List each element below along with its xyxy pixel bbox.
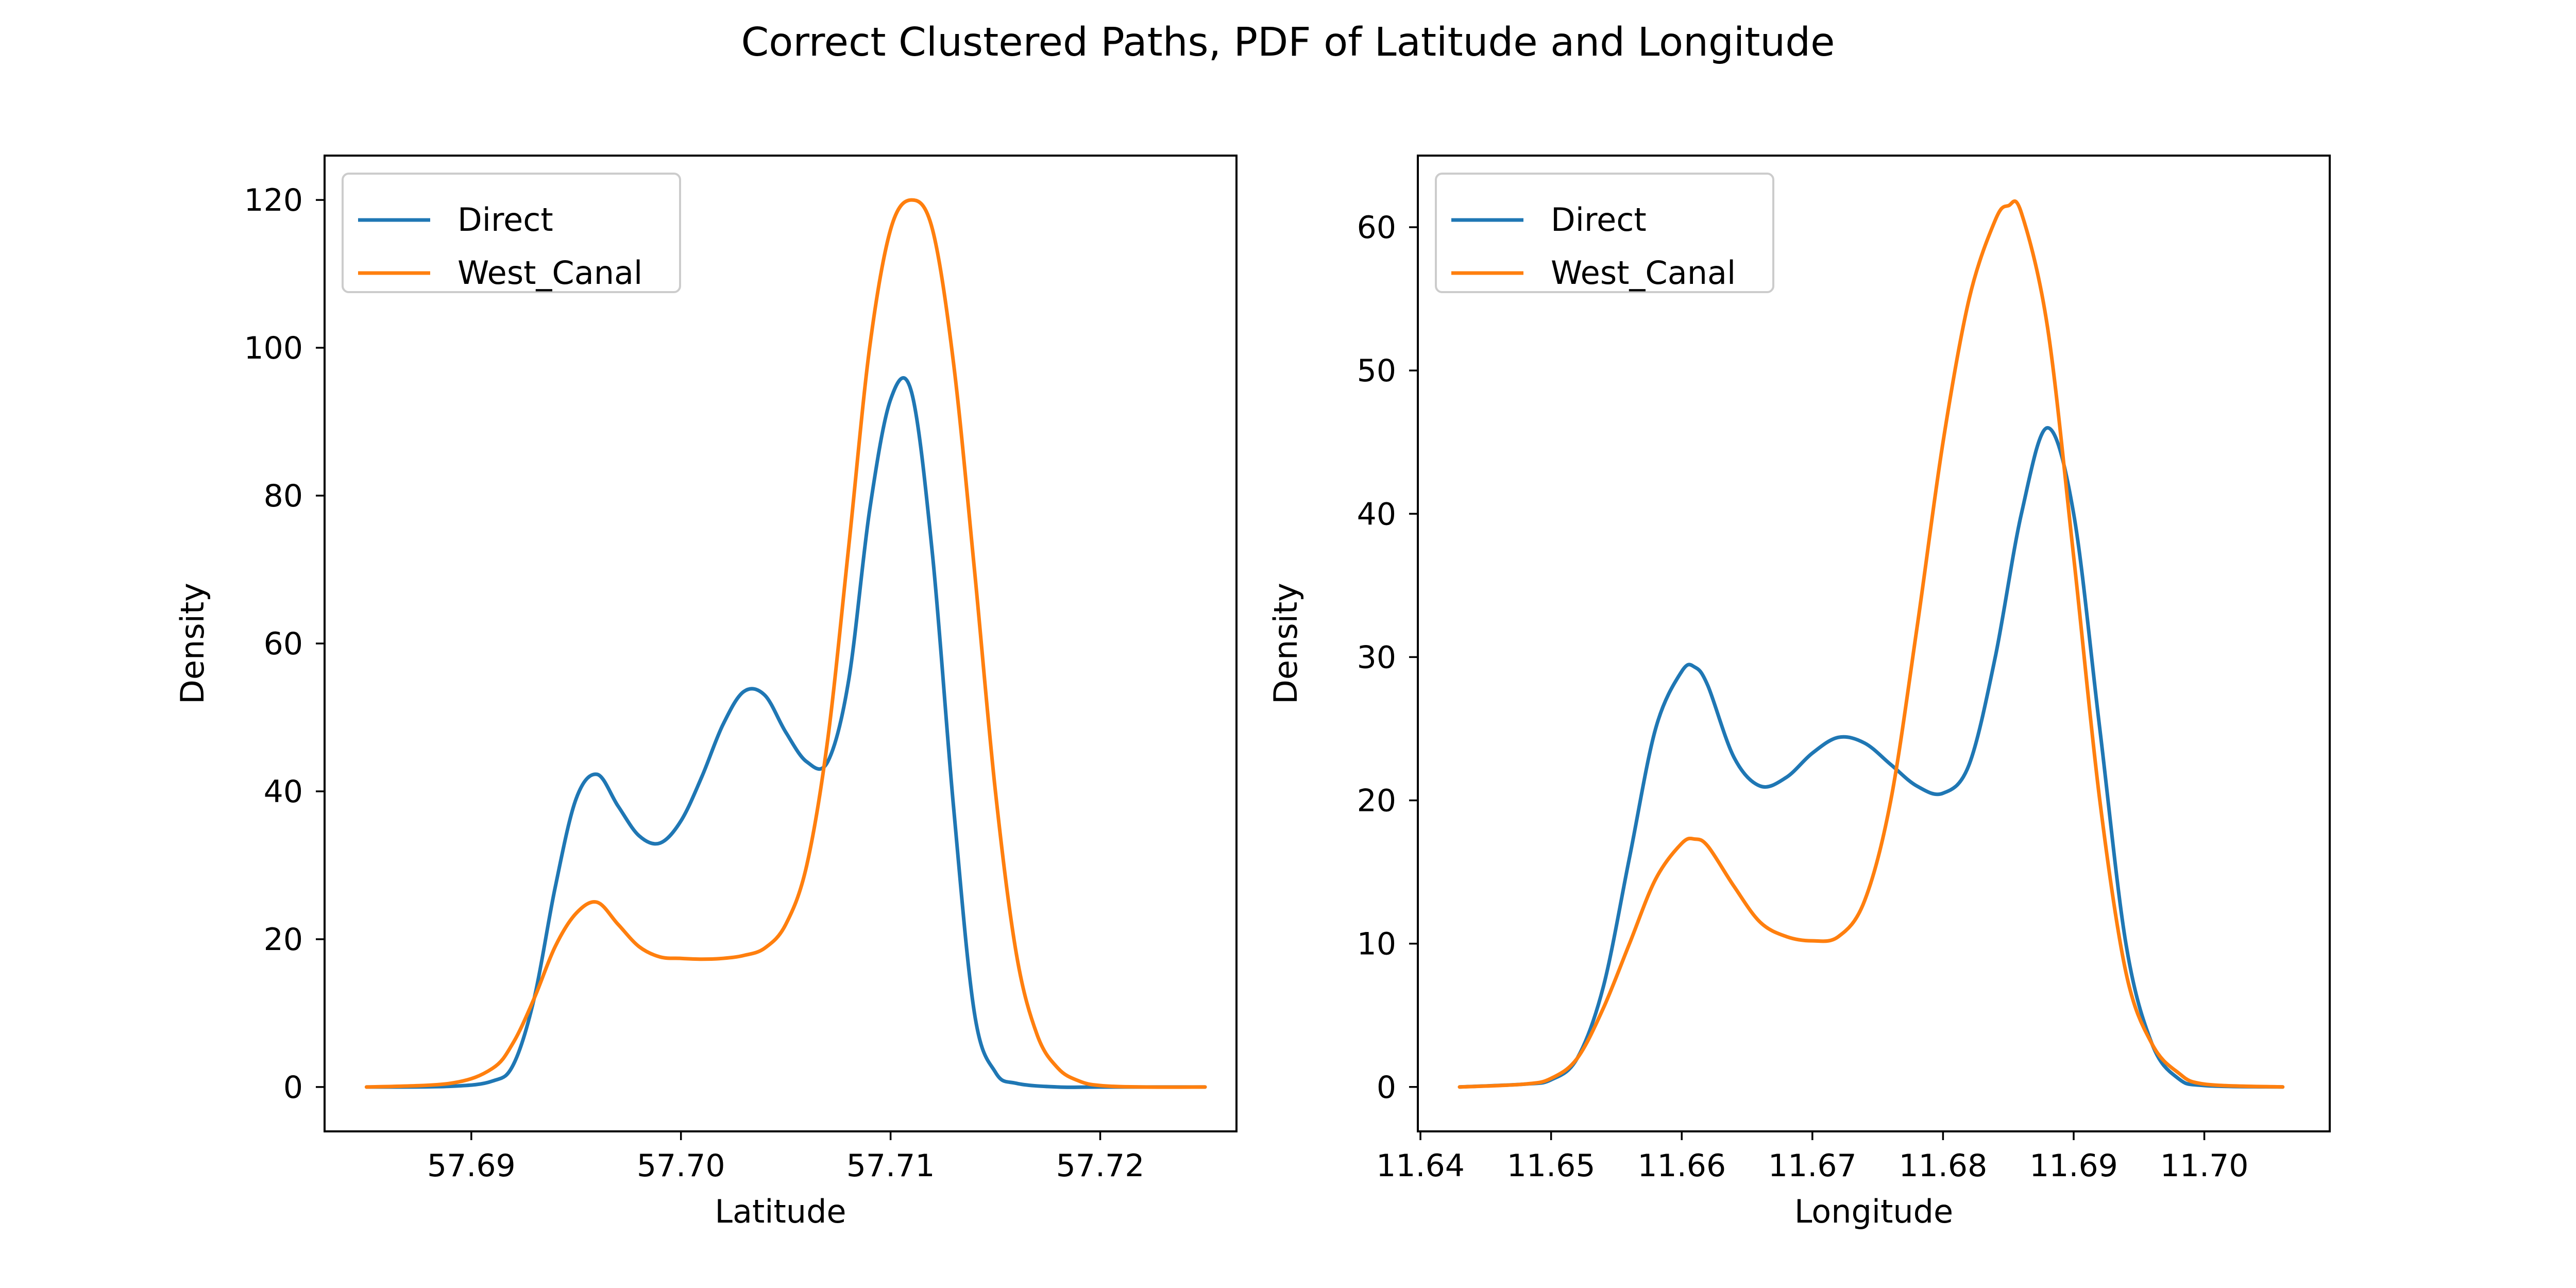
x-tick-label: 57.69	[427, 1148, 516, 1184]
legend-box	[342, 173, 681, 293]
x-tick-label: 11.66	[1637, 1148, 1726, 1184]
legend-label: Direct	[1551, 201, 1647, 239]
x-tick-label: 57.70	[637, 1148, 725, 1184]
y-tick-label: 50	[1357, 353, 1396, 389]
x-tick-label: 11.65	[1507, 1148, 1596, 1184]
y-axis-label: Density	[1267, 583, 1304, 704]
legend-label: West_Canal	[1551, 254, 1736, 292]
x-tick-label: 57.71	[846, 1148, 935, 1184]
series-lines	[1458, 199, 2285, 1089]
series-lines	[364, 198, 1207, 1089]
axes-frame	[324, 155, 1238, 1132]
figure-title: Correct Clustered Paths, PDF of Latitude…	[741, 20, 1835, 65]
y-tick-label: 0	[283, 1070, 303, 1106]
y-tick-label: 10	[1357, 926, 1396, 962]
legend: Direct West_Canal	[1435, 173, 1774, 293]
longitude-plot: 11.64 11.65 11.66 11.67 11.68 11.69 11.70 0 10 20…	[1267, 155, 2331, 1230]
y-tick-label: 60	[264, 626, 303, 662]
x-axis-label: Longitude	[1794, 1193, 1953, 1230]
x-axis-label: Latitude	[715, 1193, 846, 1230]
legend-box	[1435, 173, 1774, 293]
legend-label: Direct	[457, 201, 553, 239]
y-tick-label: 120	[244, 182, 303, 218]
x-tick-label: 11.67	[1768, 1148, 1857, 1184]
y-tick-label: 20	[264, 922, 303, 958]
y-tick-label: 40	[1357, 496, 1396, 532]
series-line-west-canal	[364, 198, 1207, 1089]
y-tick-label: 30	[1357, 639, 1396, 675]
series-line-direct	[1458, 426, 2285, 1089]
x-tick-label: 11.68	[1899, 1148, 1988, 1184]
latitude-plot: 57.69 57.70 57.71 57.72 0 20 40 60 80 100 120 Latit…	[174, 155, 1238, 1230]
x-tick-label: 11.69	[2029, 1148, 2118, 1184]
legend-label: West_Canal	[457, 254, 642, 292]
y-tick-label: 0	[1377, 1070, 1396, 1106]
y-tick-label: 40	[264, 774, 303, 810]
y-tick-label: 100	[244, 330, 303, 366]
series-line-west-canal	[1458, 199, 2285, 1089]
x-tick-label: 11.70	[2160, 1148, 2249, 1184]
y-axis-label: Density	[174, 583, 211, 704]
y-tick-label: 60	[1357, 210, 1396, 246]
x-tick-label: 11.64	[1376, 1148, 1465, 1184]
axes-frame	[1417, 155, 2331, 1132]
x-tick-label: 57.72	[1056, 1148, 1145, 1184]
series-line-direct	[364, 376, 1207, 1089]
y-tick-label: 20	[1357, 783, 1396, 819]
y-tick-label: 80	[264, 478, 303, 514]
legend: Direct West_Canal	[342, 173, 681, 293]
